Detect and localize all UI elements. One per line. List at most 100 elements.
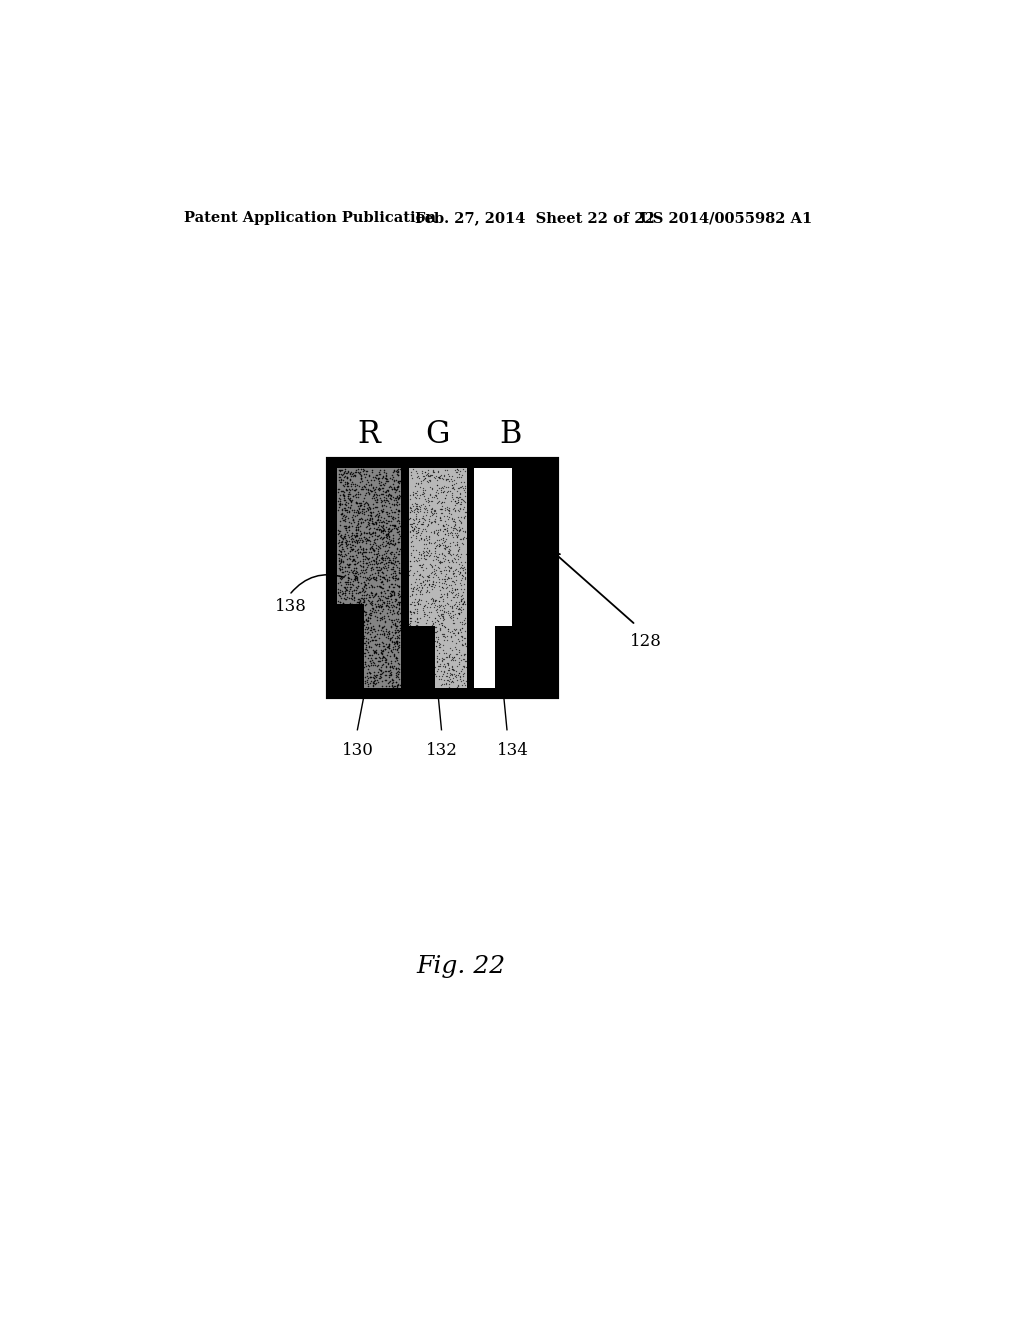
Point (447, 548, 464, 569)
Point (381, 634, 397, 655)
Point (362, 506, 379, 527)
Point (378, 465, 394, 486)
Point (383, 583, 399, 605)
Point (354, 490, 371, 511)
Point (445, 660, 462, 681)
Point (415, 507, 431, 528)
Point (455, 582, 471, 603)
Point (370, 619, 386, 640)
Point (429, 660, 445, 681)
Point (375, 586, 391, 607)
Point (388, 672, 404, 693)
Point (457, 475, 473, 496)
Point (344, 507, 360, 528)
Point (339, 474, 355, 495)
Point (389, 557, 406, 578)
Point (367, 488, 383, 510)
Point (419, 605, 435, 626)
Point (375, 632, 391, 653)
Point (360, 644, 377, 665)
Point (390, 635, 407, 656)
Point (449, 586, 465, 607)
Point (381, 527, 397, 548)
Point (433, 668, 450, 689)
Point (436, 519, 453, 540)
Point (339, 568, 355, 589)
Point (427, 635, 443, 656)
Point (355, 541, 372, 562)
Point (371, 651, 387, 672)
Point (450, 532, 466, 553)
Point (375, 517, 391, 539)
Point (387, 651, 403, 672)
Point (376, 623, 392, 644)
Point (388, 597, 404, 618)
Point (384, 506, 400, 527)
Point (342, 496, 358, 517)
Point (434, 477, 451, 498)
Point (359, 663, 376, 684)
Point (449, 527, 465, 548)
Point (365, 533, 381, 554)
Point (348, 483, 365, 504)
Point (358, 553, 375, 574)
Point (337, 531, 353, 552)
Point (367, 540, 383, 561)
Point (376, 519, 392, 540)
Point (374, 606, 390, 627)
Point (351, 524, 368, 545)
Point (383, 519, 399, 540)
Point (453, 557, 469, 578)
Point (388, 631, 404, 652)
Point (434, 603, 451, 624)
Point (348, 459, 365, 480)
Point (374, 623, 390, 644)
Point (430, 462, 446, 483)
Point (436, 643, 453, 664)
Point (388, 490, 404, 511)
Point (414, 576, 430, 597)
Point (377, 639, 393, 660)
Point (380, 546, 396, 568)
Point (402, 502, 419, 523)
Point (356, 574, 373, 595)
Point (450, 549, 466, 570)
Point (370, 488, 386, 510)
Point (373, 595, 389, 616)
Point (430, 648, 446, 669)
Point (386, 631, 402, 652)
Point (361, 483, 378, 504)
Point (378, 535, 394, 556)
Point (444, 671, 461, 692)
Point (332, 491, 348, 512)
Point (375, 528, 391, 549)
Point (333, 524, 349, 545)
Point (354, 477, 371, 498)
Point (439, 520, 456, 541)
Point (423, 587, 439, 609)
Point (449, 578, 465, 599)
Point (338, 532, 354, 553)
Point (390, 598, 407, 619)
Point (450, 561, 466, 582)
Point (371, 544, 387, 565)
Point (439, 626, 456, 647)
Point (359, 655, 376, 676)
Point (441, 557, 458, 578)
Point (424, 511, 440, 532)
Point (380, 519, 396, 540)
Point (374, 618, 390, 639)
Point (384, 566, 400, 587)
Point (411, 511, 427, 532)
Point (431, 590, 447, 611)
Point (423, 502, 439, 523)
Point (411, 541, 427, 562)
Point (436, 661, 453, 682)
Point (371, 562, 387, 583)
Point (416, 595, 432, 616)
Point (433, 614, 450, 635)
Point (447, 524, 464, 545)
Point (450, 458, 466, 479)
Point (389, 664, 406, 685)
Point (455, 499, 471, 520)
